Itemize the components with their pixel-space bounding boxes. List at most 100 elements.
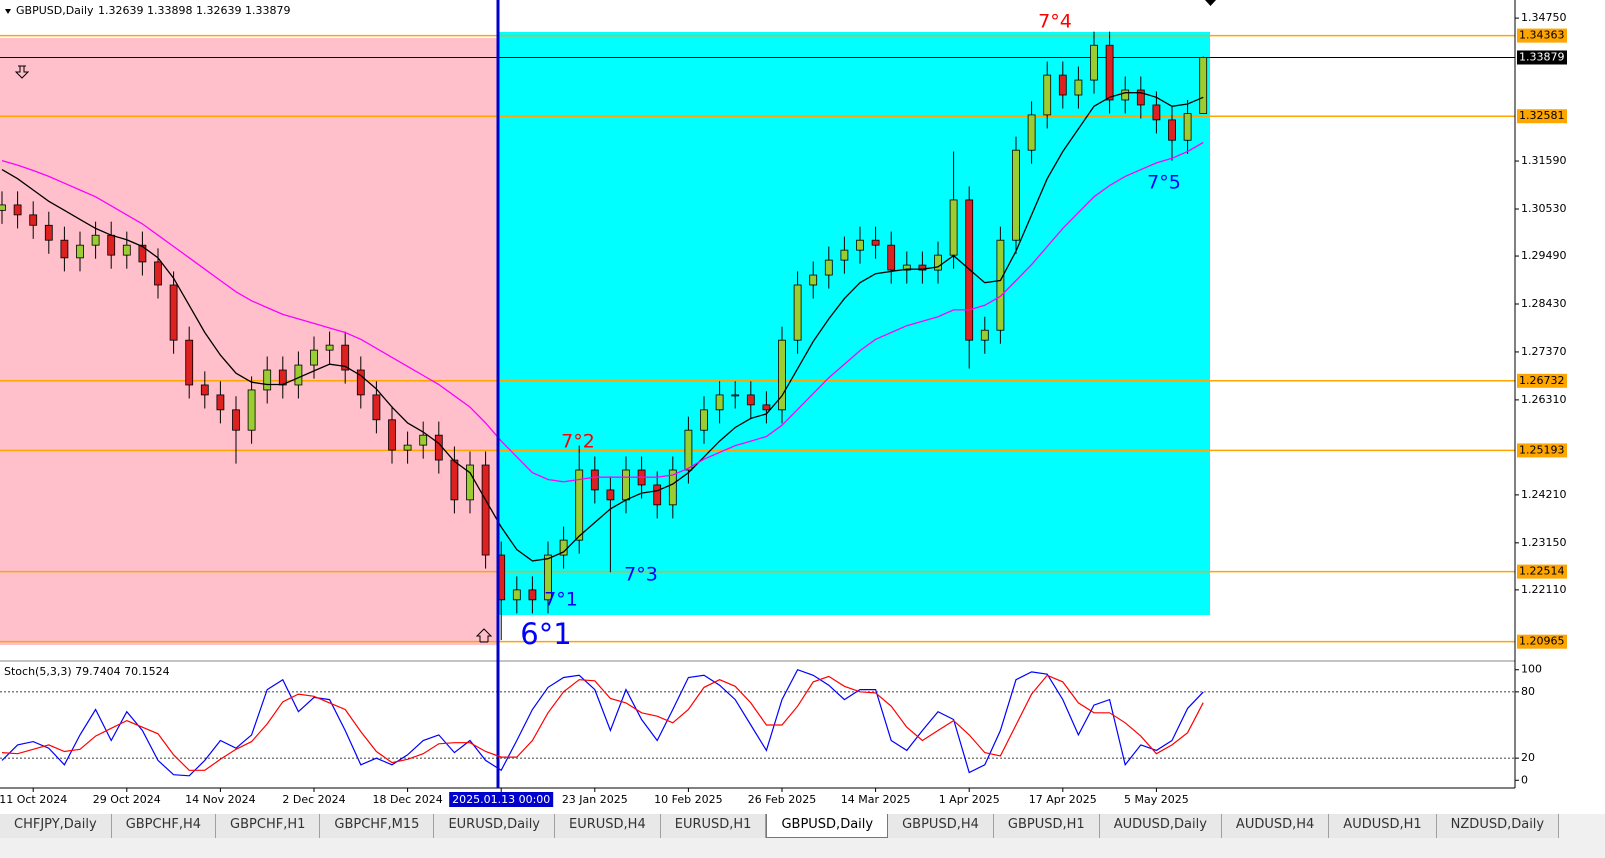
tab[interactable]: NZDUSD,Daily [1436, 814, 1560, 838]
candle-body [1152, 104, 1161, 121]
candle-body [902, 264, 911, 271]
candle-body [622, 469, 630, 501]
x-tick-label: 17 Apr 2025 [1029, 793, 1097, 806]
tab[interactable]: GBPCHF,H1 [216, 814, 321, 838]
y-tick-label: 1.29490 [1521, 249, 1567, 262]
candle-body [263, 369, 272, 391]
tab[interactable]: GBPCHF,M15 [320, 814, 435, 838]
candle-body [13, 204, 22, 216]
candle-body [76, 244, 84, 259]
candle-body [294, 364, 303, 386]
candle-body [138, 244, 147, 263]
shift-marker [1205, 0, 1216, 6]
candle-body [590, 469, 599, 491]
level-label-bg [1517, 634, 1567, 649]
candle-body [1136, 89, 1145, 106]
x-tick-label: 2 Dec 2024 [282, 793, 345, 806]
candle-body [185, 339, 194, 386]
candle-body [856, 239, 864, 251]
candle-body [1074, 79, 1083, 96]
candle-body [934, 254, 942, 271]
level-label-bg [1517, 28, 1567, 43]
y-tick-label: 1.27370 [1521, 345, 1567, 358]
x-tick-label: 10 Feb 2025 [654, 793, 722, 806]
level-label-bg [1517, 109, 1567, 124]
candle-body [653, 484, 662, 506]
candle-body [29, 214, 38, 226]
candle-body [60, 239, 69, 259]
annotation: 6°1 [520, 617, 571, 651]
y-tick-label: 1.22110 [1521, 583, 1567, 596]
candle-body [1058, 74, 1067, 96]
candle-body [840, 249, 849, 261]
candle-body [606, 489, 615, 501]
last-price-bg [1517, 50, 1567, 65]
candle-body [91, 234, 100, 246]
candle-body [778, 339, 786, 411]
stoch-line [1, 668, 1204, 777]
tab[interactable]: EURUSD,H4 [555, 814, 661, 838]
candle-body [1168, 119, 1176, 141]
tab[interactable]: AUDUSD,H1 [1329, 814, 1437, 838]
candle-body [871, 239, 880, 246]
x-tick-label: 14 Nov 2024 [185, 793, 255, 806]
annotation: 7°4 [1038, 11, 1072, 33]
tab[interactable]: GBPUSD,H1 [993, 814, 1100, 838]
tab-bar: CHFJPY,Daily GBPCHF,H4 GBPCHF,H1 GBPCHF,M15… [0, 814, 1560, 838]
menu-arrow [5, 9, 11, 14]
moving-average [1, 141, 1204, 483]
chart-title: GBPUSD,Daily [16, 4, 94, 17]
candle-body [403, 444, 412, 451]
y-tick-label: 1.26310 [1521, 393, 1567, 406]
candle-body [715, 394, 724, 411]
candle-body [512, 589, 521, 601]
candle-body [918, 264, 927, 271]
level-label: 1.26732 [1519, 374, 1565, 387]
candle-body [544, 554, 552, 601]
level-label: 1.25193 [1519, 443, 1565, 456]
candle-body [1121, 89, 1130, 101]
chart: GBPUSD,Daily 1.32639 1.33898 1.32639 1.3… [0, 0, 1605, 814]
candle-body [434, 434, 443, 461]
tab[interactable]: GBPUSD,H4 [888, 814, 994, 838]
stoch-tick-label: 0 [1521, 773, 1528, 786]
tab[interactable]: EURUSD,H1 [660, 814, 767, 838]
candle-body [762, 404, 771, 411]
y-tick-label: 1.28430 [1521, 297, 1567, 310]
candle-body [450, 459, 459, 501]
candle-body [1090, 44, 1098, 81]
price-pane [0, 31, 1515, 643]
arrow-down-icon [14, 65, 30, 79]
candle-body [419, 434, 428, 446]
candle-body [1199, 57, 1208, 114]
candle-body [44, 224, 53, 241]
candle-body [356, 369, 365, 396]
tab[interactable]: GBPUSD,Daily [766, 814, 889, 838]
candle-body [1105, 44, 1114, 101]
candle-body [949, 199, 958, 256]
candle-body [575, 469, 584, 541]
candle-body [528, 589, 537, 601]
candle-body [200, 384, 209, 396]
arrow-up-icon [475, 628, 493, 643]
candle-body [824, 259, 833, 276]
x-tick-label: 23 Jan 2025 [562, 793, 628, 806]
candle-body [793, 284, 802, 341]
x-tick-label: 14 Mar 2025 [841, 793, 911, 806]
tab[interactable]: GBPCHF,H4 [111, 814, 217, 838]
candle-body [247, 389, 256, 431]
ohlc-text: 1.32639 1.33898 1.32639 1.33879 [98, 4, 290, 17]
pink-zone [0, 38, 498, 645]
tab[interactable]: AUDUSD,Daily [1099, 814, 1222, 838]
candle-body [965, 199, 974, 341]
stoch-label: Stoch(5,3,3) 79.7404 70.1524 [4, 665, 170, 678]
candle-body [107, 234, 116, 256]
candle-body [122, 244, 131, 256]
tab[interactable]: EURUSD,Daily [434, 814, 556, 838]
tab[interactable]: AUDUSD,H4 [1221, 814, 1330, 838]
stoch-tick-label: 100 [1521, 663, 1542, 676]
x-tick-label: 5 May 2025 [1124, 793, 1189, 806]
candle-body [1043, 74, 1052, 116]
tab[interactable]: CHFJPY,Daily [0, 814, 112, 838]
candle-body [169, 284, 178, 341]
